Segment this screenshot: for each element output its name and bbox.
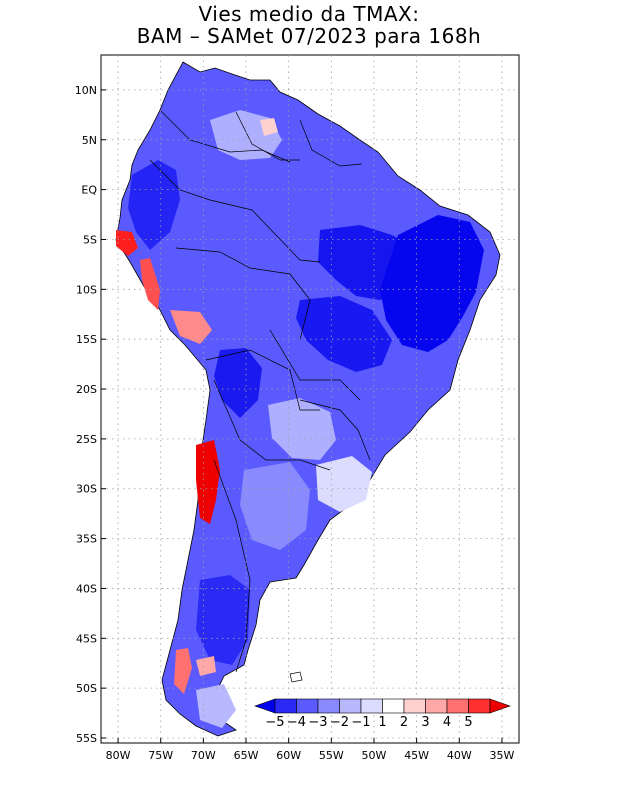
colorbar-label: 3: [421, 715, 429, 730]
warm-bias-amazon-spot: [260, 118, 278, 136]
colorbar-swatch: [317, 698, 340, 714]
lat-tick-label: 25S: [76, 433, 97, 446]
colorbar-swatch: [339, 698, 362, 714]
lat-lon-grid: [101, 55, 519, 743]
colorbar-label: 2: [400, 715, 408, 730]
cold-bias-patagonia: [196, 575, 250, 665]
cold-bias-bolivia: [214, 348, 262, 418]
colorbar-label: −1: [351, 715, 370, 730]
lat-tick-label: 10N: [75, 84, 97, 97]
colorbar-label: 4: [443, 715, 451, 730]
lat-tick-label: 45S: [76, 632, 97, 645]
colorbar-swatch: [382, 698, 405, 714]
colorbar-swatch: [425, 698, 448, 714]
colorbar-label: −2: [330, 715, 349, 730]
lon-tick-label: 50W: [362, 749, 387, 762]
warm-bias-patagonia-south: [196, 656, 216, 676]
colorbar-swatch: [274, 698, 297, 714]
lon-tick-label: 75W: [148, 749, 173, 762]
map-title-line2: BAM – SAMet 07/2023 para 168h: [136, 24, 482, 48]
mild-bias-parana: [268, 398, 336, 460]
colorbar-swatch: [360, 698, 383, 714]
colorbar-label: −3: [308, 715, 327, 730]
warm-bias-peru-andes: [140, 258, 160, 310]
lon-tick-label: 80W: [106, 749, 131, 762]
lat-tick-label: 10S: [76, 283, 97, 296]
mild-bias-pampas: [240, 462, 310, 550]
lat-tick-label: 35S: [76, 533, 97, 546]
warm-bias-chile-south: [174, 648, 192, 694]
colorbar: −5 −4 −3 −2 −1 1 2 3 4 5: [254, 698, 511, 730]
lat-tick-label: 40S: [76, 582, 97, 595]
colorbar-swatch: [446, 698, 469, 714]
lat-tick-label: 5N: [82, 134, 97, 147]
longitude-tick-labels: 80W 75W 70W 65W 60W 55W 50W 45W 40W 35W: [106, 738, 515, 762]
lon-tick-label: 40W: [447, 749, 472, 762]
mild-bias-southern-tip: [196, 684, 236, 728]
colorbar-swatch: [296, 698, 319, 714]
south-america-land: [115, 61, 501, 737]
map-title-line1: Vies medio da TMAX:: [198, 2, 420, 26]
lat-tick-label: 30S: [76, 483, 97, 496]
cold-bias-northeast: [380, 215, 484, 352]
colorbar-arrow-high: [489, 698, 511, 714]
colorbar-label: −5: [265, 715, 284, 730]
latitude-tick-labels: 10N 5N EQ 5S 10S 15S 20S 25S 30S 35S 40S 45S 50S 55S: [75, 84, 106, 745]
falkland-islands: [289, 671, 303, 683]
lon-tick-label: 65W: [234, 749, 259, 762]
lon-tick-label: 60W: [276, 749, 301, 762]
colorbar-swatch: [403, 698, 426, 714]
lat-tick-label: 15S: [76, 333, 97, 346]
lat-tick-label: 20S: [76, 383, 97, 396]
lat-tick-label: 5S: [83, 233, 97, 246]
cold-bias-andes-north: [128, 160, 180, 250]
warm-bias-southern-peru: [170, 310, 212, 344]
country-borders: [149, 109, 371, 673]
lon-tick-label: 45W: [404, 749, 429, 762]
colorbar-label: 5: [464, 715, 472, 730]
lat-tick-label: EQ: [81, 184, 97, 197]
warm-bias-peru-coast: [116, 230, 138, 256]
colorbar-label: −4: [287, 715, 306, 730]
colorbar-label: 1: [378, 715, 386, 730]
lat-tick-label: 50S: [76, 682, 97, 695]
cold-bias-central: [296, 296, 392, 372]
lon-tick-label: 55W: [319, 749, 344, 762]
colorbar-swatch: [468, 698, 491, 714]
lon-tick-label: 35W: [490, 749, 515, 762]
lon-tick-label: 70W: [191, 749, 216, 762]
lat-tick-label: 55S: [76, 732, 97, 745]
